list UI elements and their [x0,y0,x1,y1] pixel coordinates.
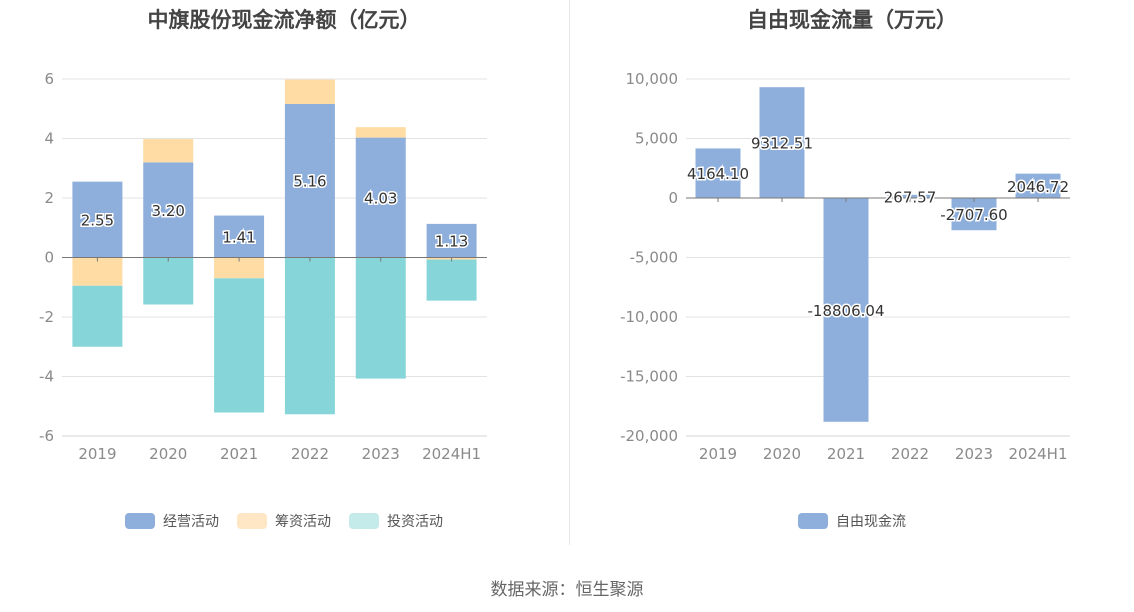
bar-自由现金流-2023[interactable] [951,198,997,231]
bar-自由现金流-2020[interactable] [759,87,805,198]
legend-swatch-operating [125,513,155,529]
x-tick-label: 2020 [149,445,187,463]
legend-label-operating: 经营活动 [163,514,219,530]
bar-投资活动-2022[interactable] [284,257,335,415]
y-tick-label: 4 [44,130,54,148]
bar-投资活动-2020[interactable] [143,257,194,305]
x-tick-label: 2019 [699,445,737,463]
legend-item-free-cash-flow[interactable]: 自由现金流 [798,511,906,531]
y-tick-label: -4 [39,368,54,386]
data-label: 267.57 [884,188,937,206]
bar-筹资活动-2023[interactable] [355,127,406,138]
bar-筹资活动-2019[interactable] [72,257,123,286]
free-cash-flow-chart: 10,000 5,000 0 -5,000 -10,000 -15,000 -20,000 2… [620,70,1070,463]
bar-经营活动-2024H1[interactable] [426,223,477,258]
bar-筹资活动-2021[interactable] [214,257,265,279]
y-tick-label: 0 [44,249,54,267]
data-label: 9312.51 [751,135,813,153]
y-tick-label: 0 [668,189,678,207]
legend-label-investing: 投资活动 [387,514,443,530]
legend-swatch-investing [349,513,379,529]
x-tick-label: 2019 [78,445,116,463]
panel-divider [569,0,570,545]
x-tick-label: 2022 [291,445,329,463]
data-label: 1.41 [222,229,255,247]
x-tick-label: 2024H1 [422,445,481,463]
y-tick-label: -20,000 [620,427,678,445]
legend-item-financing[interactable]: 筹资活动 [237,511,331,531]
data-label: 4.03 [364,190,397,208]
legend-label-free-cash-flow: 自由现金流 [836,514,906,530]
bar-筹资活动-2022[interactable] [284,79,335,104]
bar-投资活动-2024H1[interactable] [426,259,477,301]
data-label: 4164.10 [687,165,749,183]
bar-经营活动-2020[interactable] [143,162,194,258]
cash-flow-chart-panel: 中旗股份现金流净额（亿元） 6 4 2 0 -2 -4 -6 2019 2.55 2020 3.20… [0,0,568,545]
bar-自由现金流-2021[interactable] [823,198,869,422]
left-chart-title: 中旗股份现金流净额（亿元） [147,8,421,32]
left-legend: 经营活动 筹资活动 投资活动 [0,511,568,531]
legend-swatch-free-cash-flow [798,513,828,529]
bar-自由现金流-2019[interactable] [695,148,741,198]
data-label: 5.16 [293,173,326,191]
y-tick-label: 5,000 [635,130,678,148]
data-label: 3.20 [152,202,185,220]
right-legend: 自由现金流 [570,511,1134,531]
right-chart-title: 自由现金流量（万元） [747,8,957,32]
data-label: 2046.72 [1007,178,1069,196]
legend-item-investing[interactable]: 投资活动 [349,511,443,531]
y-tick-label: 6 [44,70,54,88]
x-tick-label: 2023 [955,445,993,463]
bar-自由现金流-2024H1[interactable] [1015,173,1061,198]
x-tick-label: 2022 [891,445,929,463]
bar-经营活动-2022[interactable] [284,103,335,258]
legend-swatch-financing [237,513,267,529]
bar-自由现金流-2022[interactable] [887,194,933,198]
data-source: 数据来源：恒生聚源 [490,580,644,600]
bar-投资活动-2019[interactable] [72,285,123,347]
x-tick-label: 2020 [763,445,801,463]
bar-经营活动-2023[interactable] [355,137,406,258]
bar-经营活动-2021[interactable] [214,215,265,258]
y-tick-label: 2 [44,189,54,207]
cash-flow-chart: 6 4 2 0 -2 -4 -6 2019 2.55 2020 3.20 2021 1.41 2022 5.… [39,70,487,463]
data-label: 2.55 [81,212,114,230]
x-tick-label: 2023 [362,445,400,463]
bar-筹资活动-2020[interactable] [143,139,194,163]
y-tick-label: 10,000 [626,70,679,88]
data-label: 1.13 [435,233,468,251]
x-tick-label: 2021 [220,445,258,463]
y-tick-label: -15,000 [620,368,678,386]
y-tick-label: -10,000 [620,308,678,326]
data-label: -2707.60 [940,206,1007,224]
bar-投资活动-2021[interactable] [214,278,265,413]
data-label: -18806.04 [808,302,885,320]
bar-经营活动-2019[interactable] [72,181,123,258]
bar-投资活动-2023[interactable] [355,257,406,379]
x-tick-label: 2021 [827,445,865,463]
x-tick-label: 2024H1 [1009,445,1068,463]
free-cash-flow-chart-panel: 自由现金流量（万元） 10,000 5,000 0 -5,000 -10,000 -15,… [570,0,1134,545]
legend-item-operating[interactable]: 经营活动 [125,511,219,531]
y-tick-label: -6 [39,427,54,445]
legend-label-financing: 筹资活动 [275,514,331,530]
y-tick-label: -2 [39,308,54,326]
y-tick-label: -5,000 [630,249,678,267]
